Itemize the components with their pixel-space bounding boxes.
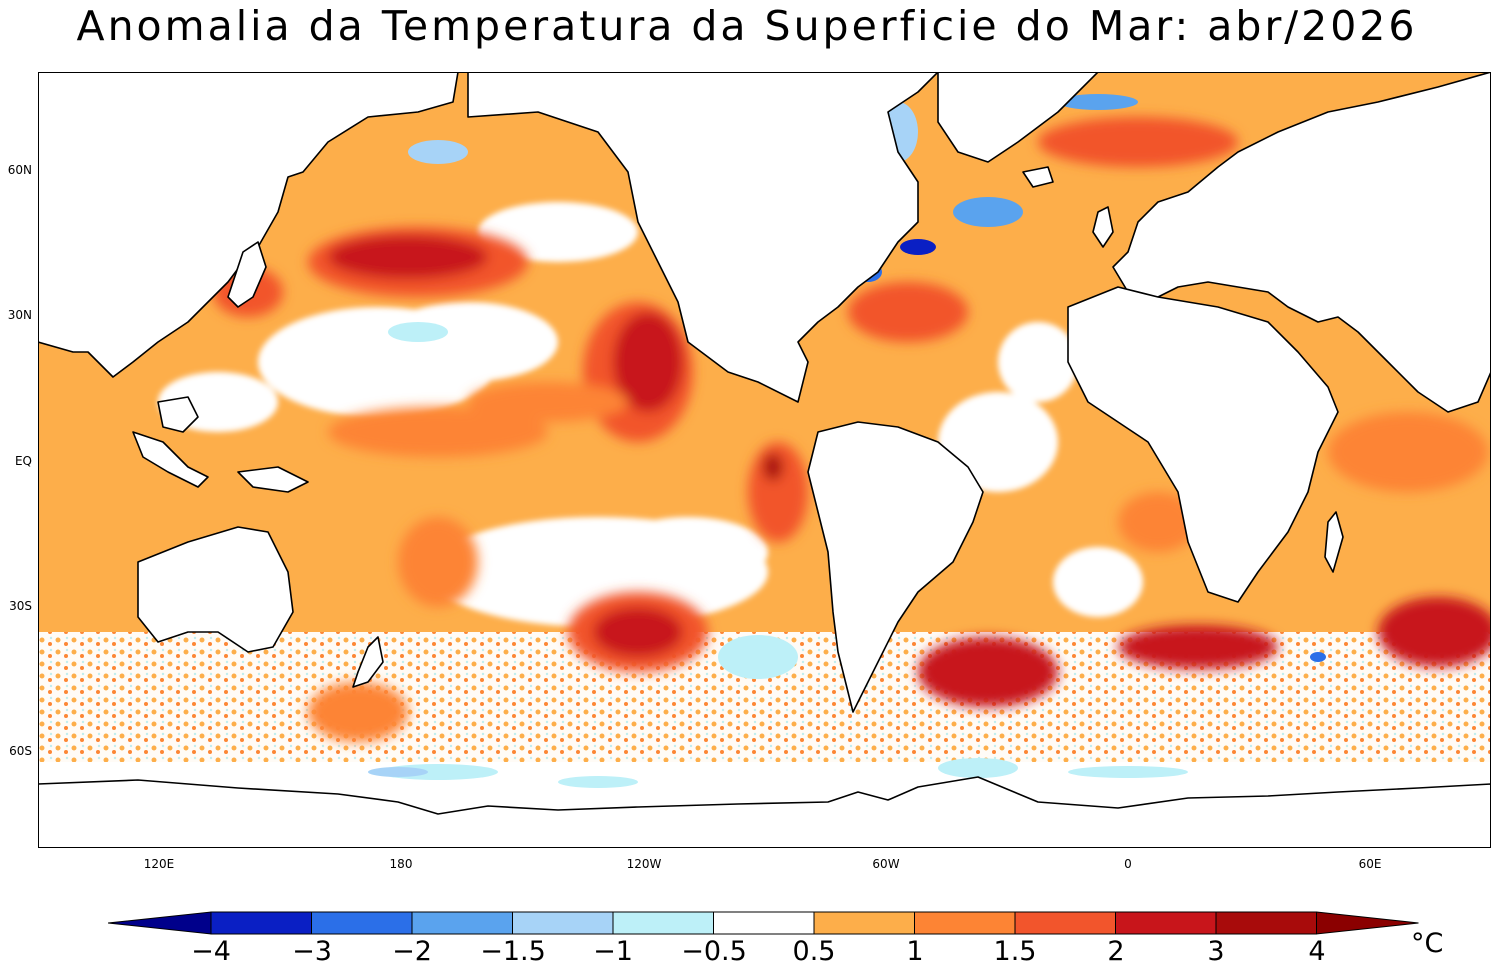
- colorbar-box: [411, 911, 513, 935]
- land-australia: [137, 526, 294, 653]
- colorbar-label-4: 4: [1308, 936, 1326, 967]
- colorbar-box: [914, 911, 1016, 935]
- colorbar-unit: °C: [1411, 928, 1444, 959]
- colorbar-label-m4: −4: [191, 936, 231, 967]
- colorbar-box: [512, 911, 614, 935]
- land-south-america: [807, 421, 984, 713]
- colorbar-label-m0-5: −0.5: [681, 936, 747, 967]
- colorbar-box: [713, 911, 815, 935]
- colorbar-box: [210, 911, 312, 935]
- colorbar-label-2: 2: [1107, 936, 1125, 967]
- colorbar-label-1: 1: [906, 936, 924, 967]
- colorbar-arrow-high: [1316, 911, 1419, 935]
- colorbar-label-m2: −2: [392, 936, 432, 967]
- colorbar-label-m1-5: −1.5: [480, 936, 546, 967]
- land-eurasia-west: [1112, 72, 1491, 413]
- lon-label-120W: 120W: [626, 857, 662, 871]
- land-antarctica: [38, 776, 1491, 848]
- cool-antarctic-patches: [368, 322, 1188, 788]
- colorbar-box: [612, 911, 714, 935]
- colorbar-label-m1: −1: [593, 936, 633, 967]
- colorbar-box: [1215, 911, 1317, 935]
- land-africa: [1067, 286, 1339, 603]
- lon-label-120E: 120E: [143, 857, 175, 871]
- land-madagascar: [1324, 511, 1344, 573]
- lat-label-60N: 60N: [7, 163, 32, 177]
- colorbar-box: [1115, 911, 1217, 935]
- colorbar: [108, 911, 1419, 935]
- colorbar-box: [813, 911, 915, 935]
- landmasses: [38, 72, 1491, 848]
- land-new-zealand: [352, 636, 384, 688]
- lat-label-60S: 60S: [9, 744, 32, 758]
- lon-label-0: 0: [1124, 857, 1132, 871]
- land-maritime-continent: [132, 431, 209, 488]
- land-north-america: [467, 72, 939, 403]
- colorbar-label-m3: −3: [292, 936, 332, 967]
- land-greenland: [937, 72, 1099, 163]
- colorbar-label-0-5: 0.5: [792, 936, 836, 967]
- land-new-guinea: [237, 466, 309, 493]
- lat-label-30N: 30N: [7, 308, 32, 322]
- land-british-isles: [1092, 206, 1114, 248]
- colorbar-arrow-low: [108, 911, 212, 935]
- map-panel: 60N 30N EQ 30S 60S: [8, 72, 1491, 848]
- lon-label-60W: 60W: [872, 857, 900, 871]
- anomaly-warm-regions: [213, 117, 1491, 742]
- lon-label-180: 180: [389, 857, 413, 871]
- lon-label-60E: 60E: [1358, 857, 1382, 871]
- colorbar-label-3: 3: [1207, 936, 1225, 967]
- sst-anomaly-map: [38, 72, 1491, 848]
- colorbar-label-1-5: 1.5: [993, 936, 1037, 967]
- land-borneo: [157, 396, 199, 433]
- lat-label-30S: 30S: [9, 599, 32, 613]
- map-title: Anomalia da Temperatura da Superficie do…: [76, 2, 1418, 50]
- lat-label-EQ: EQ: [14, 454, 32, 468]
- colorbar-box: [311, 911, 413, 935]
- land-japan: [227, 241, 267, 308]
- land-iceland: [1022, 166, 1054, 188]
- colorbar-box: [1014, 911, 1116, 935]
